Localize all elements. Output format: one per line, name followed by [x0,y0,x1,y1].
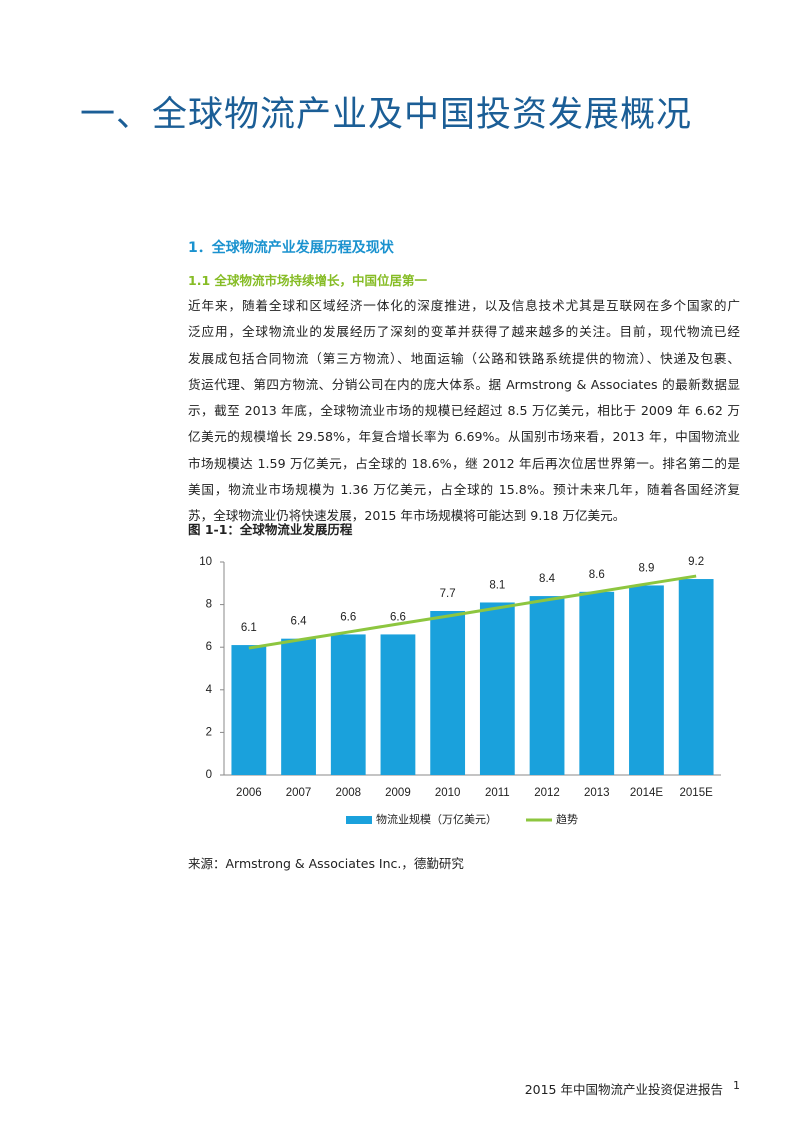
y-tick-label: 4 [206,684,213,696]
paragraph-line: 近年来，随着全球和区域经济一体化的深度推进，以及信息技术尤其是互联网在多个国家的… [188,298,740,313]
figure-caption: 图 1-1：全球物流业发展历程 [188,522,353,537]
paragraph-line: 亿美元的规模增长 29.58%，年复合增长率为 6.69%。从国别市场来看，20… [188,429,740,445]
data-label: 8.4 [539,573,556,585]
bar [479,602,515,775]
bar [430,610,466,775]
trend-line [248,574,697,650]
data-label: 8.9 [638,562,654,574]
bar [281,638,316,775]
heading: 一、全球物流产业及中国投资发展概况 [80,95,693,135]
legend-label: 趋势 [556,813,578,826]
bar [231,645,267,775]
paragraph-line: 市场规模达 1.59 万亿美元，占全球的 18.6%，继 2012 年后再次位居… [188,455,740,471]
legend-swatch [346,816,372,824]
bar [629,585,664,775]
x-tick-label: 2008 [335,787,361,799]
legend-label: 物流业规模（万亿美元） [376,812,497,826]
paragraph-line: 泛应用，全球物流业的发展经历了深刻的变革并获得了越来越多的关注。目前，现代物流已… [188,324,740,340]
bar [579,591,615,775]
bar [380,634,416,775]
paragraph-line: 苏，全球物流业仍将快速发展，2015 年市场规模将可能达到 9.18 万亿美元。 [188,508,626,524]
data-label: 6.6 [340,611,356,623]
footer-text: 2015 年中国物流产业投资促进报告 [524,1082,723,1097]
section-title: 1．全球物流产业发展历程及现状 [188,240,394,256]
x-tick-label: 2012 [534,787,560,799]
x-tick-label: 2007 [286,787,312,799]
page-number: 1 [733,1079,740,1092]
paragraph-line: 示，截至 2013 年底，全球物流业市场的规模已经超过 8.5 万亿美元，相比于… [188,403,740,419]
x-tick-label: 2011 [485,787,510,799]
data-label: 7.7 [440,588,456,600]
paragraph-line: 货运代理、第四方物流、分销公司在内的庞大体系。据 Armstrong & Ass… [188,376,740,392]
x-tick-label: 2015E [680,787,714,799]
x-tick-label: 2006 [236,787,262,799]
data-label: 8.6 [589,569,605,581]
x-tick-label: 2013 [584,787,610,799]
data-label: 6.6 [390,611,406,623]
y-tick-label: 6 [206,641,212,653]
y-tick-label: 0 [206,769,212,781]
x-tick-label: 2009 [385,787,411,799]
data-label: 6.1 [241,622,257,634]
y-tick-label: 10 [199,556,212,568]
x-tick-label: 2010 [435,787,461,799]
bar [529,596,565,775]
paragraph-line: 美国，物流业市场规模为 1.36 万亿美元，占全球的 15.8%。预计未来几年，… [188,482,740,498]
paragraph: 近年来，随着全球和区域经济一体化的深度推进，以及信息技术尤其是互联网在多个国家的… [188,296,740,533]
data-label: 9.2 [688,556,704,568]
data-label: 6.4 [291,616,308,628]
bar [330,634,366,775]
data-label: 8.1 [489,580,505,592]
x-tick-label: 2014E [630,787,664,799]
y-tick-label: 2 [206,726,212,738]
y-tick-label: 8 [206,599,212,611]
source: 来源：Armstrong & Associates Inc.，德勤研究 [188,856,464,871]
chart: 0 2 4 6 8 10 2006 2007 2008 2009 2010 2011 2012 2013 2… [199,556,721,826]
paragraph-line: 发展成包括合同物流（第三方物流）、地面运输（公路和铁路系统提供的物流）、快递及包… [188,350,740,366]
subsection-title: 1.1 全球物流市场持续增长，中国位居第一 [188,273,427,288]
bar [678,579,714,775]
